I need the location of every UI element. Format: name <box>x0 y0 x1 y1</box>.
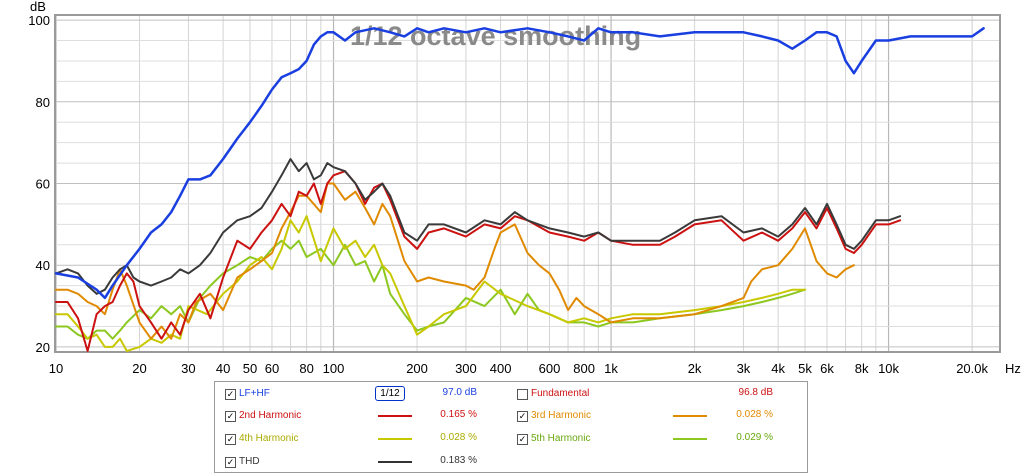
3rd-harmonic-swatch <box>673 415 707 417</box>
x-tick-label: 5k <box>798 361 812 376</box>
4th-harmonic-checkbox[interactable]: ✓ <box>225 434 236 445</box>
legend-item-3rd-harmonic[interactable]: ✓ 3rd Harmonic <box>517 409 657 423</box>
x-tick-label: 8k <box>855 361 869 376</box>
plot-frame <box>54 14 1001 353</box>
x-tick-label: 100 <box>323 361 345 376</box>
thd-swatch <box>378 461 412 463</box>
series-line-4th-harmonic <box>55 215 806 352</box>
fundamental-label: Fundamental <box>531 388 590 399</box>
5th-harmonic-swatch <box>673 438 707 440</box>
x-tick-label: 3k <box>737 361 751 376</box>
x-axis-unit: Hz <box>1005 361 1021 376</box>
4th-harmonic-swatch <box>378 438 412 440</box>
x-tick-label: 10 <box>49 361 63 376</box>
series-line-3rd-harmonic <box>55 182 855 340</box>
legend-item-4th-harmonic[interactable]: ✓ 4th Harmonic <box>225 432 365 446</box>
thd-checkbox[interactable]: ✓ <box>225 457 236 468</box>
x-tick-label: 800 <box>573 361 595 376</box>
4th-harmonic-label: 4th Harmonic <box>239 433 299 444</box>
y-axis-label: dB <box>30 0 46 14</box>
x-tick-label: 600 <box>539 361 561 376</box>
legend-item-thd[interactable]: ✓ THD <box>225 455 365 469</box>
2nd-harmonic-label: 2nd Harmonic <box>239 410 302 421</box>
chart-grid <box>55 16 999 351</box>
y-tick-label: 100 <box>28 13 50 28</box>
x-tick-label: 30 <box>181 361 195 376</box>
x-tick-label: 20.0k <box>956 361 988 376</box>
series-line-lf-hf <box>54 27 985 300</box>
5th-harmonic-checkbox[interactable]: ✓ <box>517 434 528 445</box>
x-tick-label: 1k <box>604 361 618 376</box>
y-tick-label: 40 <box>36 258 50 273</box>
chart-series <box>54 27 985 352</box>
x-tick-label: 10k <box>878 361 899 376</box>
series-line-2nd-harmonic <box>55 170 902 352</box>
3rd-harmonic-label: 3rd Harmonic <box>531 410 592 421</box>
x-tick-label: 2k <box>688 361 702 376</box>
y-tick-label: 20 <box>36 340 50 355</box>
chart-title: 1/12 octave smoothing <box>350 21 641 51</box>
x-tick-label: 4k <box>771 361 785 376</box>
3rd-harmonic-value: 0.028 % <box>736 409 773 420</box>
x-tick-label: 200 <box>406 361 428 376</box>
x-tick-label: 6k <box>820 361 834 376</box>
x-tick-label: 20 <box>132 361 146 376</box>
legend-item-fundamental[interactable]: Fundamental <box>517 387 657 401</box>
legend-item-2nd-harmonic[interactable]: ✓ 2nd Harmonic <box>225 409 365 423</box>
2nd-harmonic-value: 0.165 % <box>440 409 477 420</box>
4th-harmonic-value: 0.028 % <box>440 432 477 443</box>
legend-panel: ✓ LF+HF 1/12 97.0 dB Fundamental 96.8 dB… <box>214 381 808 473</box>
x-tick-label: 300 <box>455 361 477 376</box>
smoothing-button[interactable]: 1/12 <box>375 386 405 401</box>
x-tick-label: 80 <box>299 361 313 376</box>
x-tick-label: 50 <box>243 361 257 376</box>
2nd-harmonic-checkbox[interactable]: ✓ <box>225 411 236 422</box>
thd-label: THD <box>239 456 260 467</box>
legend-item-lf-hf[interactable]: ✓ LF+HF <box>225 387 365 401</box>
fundamental-value: 96.8 dB <box>738 387 773 398</box>
fundamental-checkbox[interactable] <box>517 389 528 400</box>
lf-hf-value: 97.0 dB <box>442 387 477 398</box>
lf-hf-label: LF+HF <box>239 388 270 399</box>
y-tick-label: 80 <box>36 95 50 110</box>
2nd-harmonic-swatch <box>378 415 412 417</box>
distortion-chart: dB Hz 1/12 octave smoothing 20 40 60 80 100 1… <box>28 0 1021 376</box>
x-tick-label: 40 <box>216 361 230 376</box>
y-tick-label: 60 <box>36 177 50 192</box>
lf-hf-checkbox[interactable]: ✓ <box>225 389 236 400</box>
3rd-harmonic-checkbox[interactable]: ✓ <box>517 411 528 422</box>
x-tick-label: 400 <box>490 361 512 376</box>
5th-harmonic-label: 5th Harmonic <box>531 433 591 444</box>
series-line-thd <box>55 158 902 295</box>
axis-ticks: 20 40 60 80 100 10 20 30 40 50 60 80 100 200 300 400 600… <box>28 13 988 376</box>
5th-harmonic-value: 0.029 % <box>736 432 773 443</box>
x-tick-label: 60 <box>265 361 279 376</box>
legend-item-5th-harmonic[interactable]: ✓ 5th Harmonic <box>517 432 657 446</box>
thd-value: 0.183 % <box>440 455 477 466</box>
